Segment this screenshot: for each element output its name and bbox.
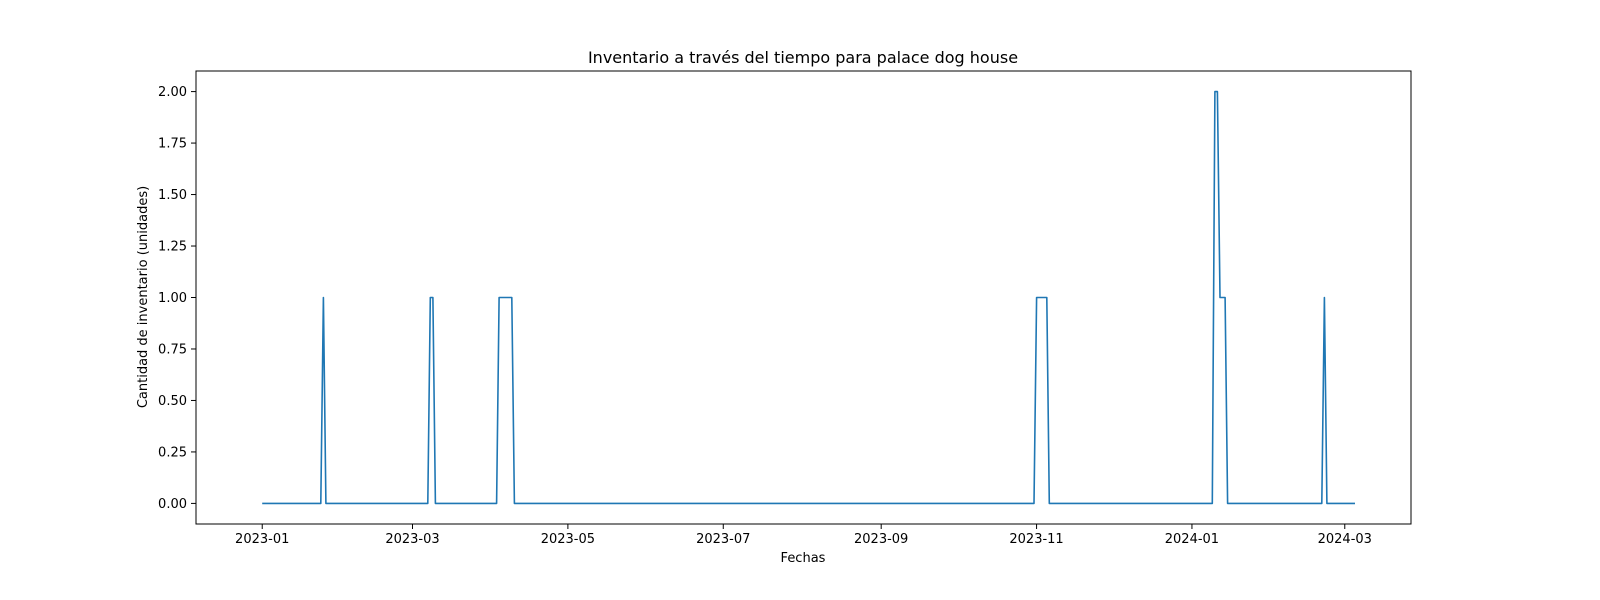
x-tick-label: 2023-05 (541, 532, 595, 547)
y-tick-label: 0.25 (158, 445, 187, 460)
series-line-0 (262, 90, 1355, 505)
y-tick-label: 0.50 (158, 394, 187, 409)
y-axis-label: Cantidad de inventario (unidades) (136, 186, 151, 408)
x-tick-label: 2024-01 (1165, 532, 1219, 547)
chart-title: Inventario a través del tiempo para pala… (588, 48, 1018, 67)
axes-frame (195, 70, 1412, 525)
x-tick-label: 2023-07 (696, 532, 750, 547)
x-tick-label: 2024-03 (1318, 532, 1372, 547)
x-tick-label: 2023-01 (235, 532, 289, 547)
y-tick-label: 1.00 (158, 291, 187, 306)
x-tick-label: 2023-09 (854, 532, 908, 547)
y-tick-label: 1.75 (158, 137, 187, 152)
y-tick-label: 2.00 (158, 85, 187, 100)
y-tick-label: 0.00 (158, 497, 187, 512)
y-tick-label: 1.50 (158, 188, 187, 203)
plot-area: 2023-01 2023-03 2023-05 2023-07 2023-09 2023-… (158, 70, 1412, 547)
x-tick-label: 2023-11 (1009, 532, 1063, 547)
x-tick-label: 2023-03 (385, 532, 439, 547)
y-tick-label: 1.25 (158, 240, 187, 255)
y-tick-label: 0.75 (158, 342, 187, 357)
x-axis-label: Fechas (781, 551, 826, 566)
